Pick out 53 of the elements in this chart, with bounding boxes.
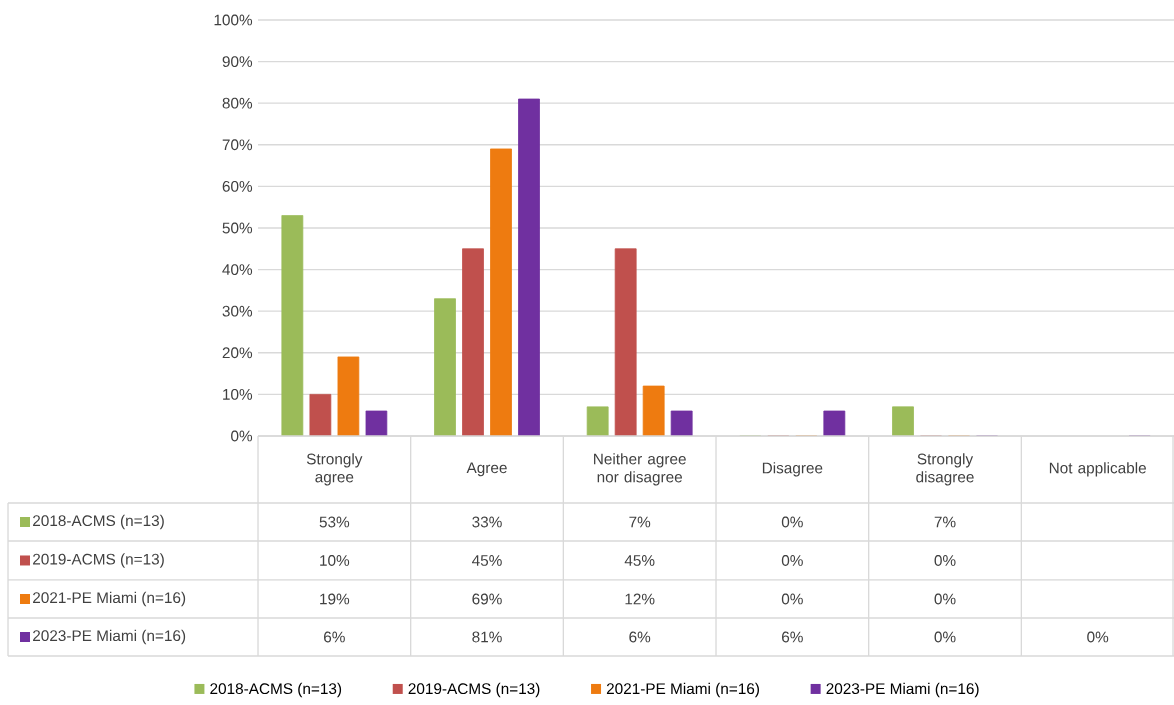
data-label: 53% (319, 516, 350, 528)
data-label: 7% (934, 516, 956, 528)
x-tick-label: Neither agree nor disagree (594, 453, 686, 486)
data-label: 33% (472, 516, 502, 528)
data-label: 0% (934, 593, 956, 605)
bar (823, 410, 846, 436)
data-label: 0% (934, 631, 956, 643)
text: 2021-PE Miami (n=16) (606, 682, 759, 698)
bar (518, 98, 540, 436)
legend-label: 2018-ACMS (n=13) (33, 514, 164, 530)
y-tick-label: 0% (231, 430, 253, 442)
y-tick-label: 10% (223, 388, 253, 400)
data-label: 6% (629, 631, 651, 643)
data-label: 6% (782, 631, 803, 643)
x-tick-label: Strongly agree (306, 453, 363, 486)
y-tick-label: 50% (222, 222, 253, 234)
data-label: 0% (934, 555, 956, 566)
data-label: 0% (781, 555, 803, 566)
text: 2019-ACMS (n=13) (408, 682, 540, 698)
bar (309, 393, 332, 436)
data-label: 0% (781, 593, 803, 605)
data-label: 45% (472, 555, 502, 566)
bar (614, 248, 637, 436)
data-label: 81% (472, 631, 502, 643)
data-label: 0% (781, 516, 803, 528)
bar (670, 410, 693, 436)
y-tick-label: 20% (222, 347, 253, 359)
data-label: 12% (625, 593, 655, 605)
data-label: 19% (320, 593, 350, 605)
y-tick-label: 60% (222, 180, 253, 192)
x-tick-label: Not applicable (1049, 462, 1146, 477)
y-tick-label: 80% (222, 97, 253, 109)
text: 2023-PE Miami (n=16) (33, 629, 186, 645)
data-label: 45% (624, 555, 655, 566)
y-tick-label: 30% (222, 305, 253, 317)
legend-label: 2023-PE Miami (n=16) (826, 682, 979, 698)
data-label: 6% (324, 631, 345, 643)
y-tick-label: 100% (214, 14, 253, 26)
y-tick-label: 70% (222, 139, 253, 151)
bar (365, 410, 388, 436)
data-label: 69% (472, 593, 502, 605)
data-label: 7% (629, 516, 651, 528)
y-tick-label: 40% (222, 264, 253, 276)
x-tick-label: Agree (466, 462, 507, 477)
bar (462, 248, 484, 436)
x-tick-label: Disagree (762, 462, 823, 477)
text: 2018-ACMS (n=13) (210, 682, 342, 698)
x-tick-label: Strongly disagree (916, 453, 974, 486)
y-tick-label: 90% (222, 56, 253, 68)
data-label: 0% (1087, 631, 1109, 643)
legend-label: 2019-ACMS (n=13) (33, 553, 164, 568)
legend-label: 2021-PE Miami (n=16) (33, 591, 186, 607)
data-label: 10% (320, 555, 350, 566)
